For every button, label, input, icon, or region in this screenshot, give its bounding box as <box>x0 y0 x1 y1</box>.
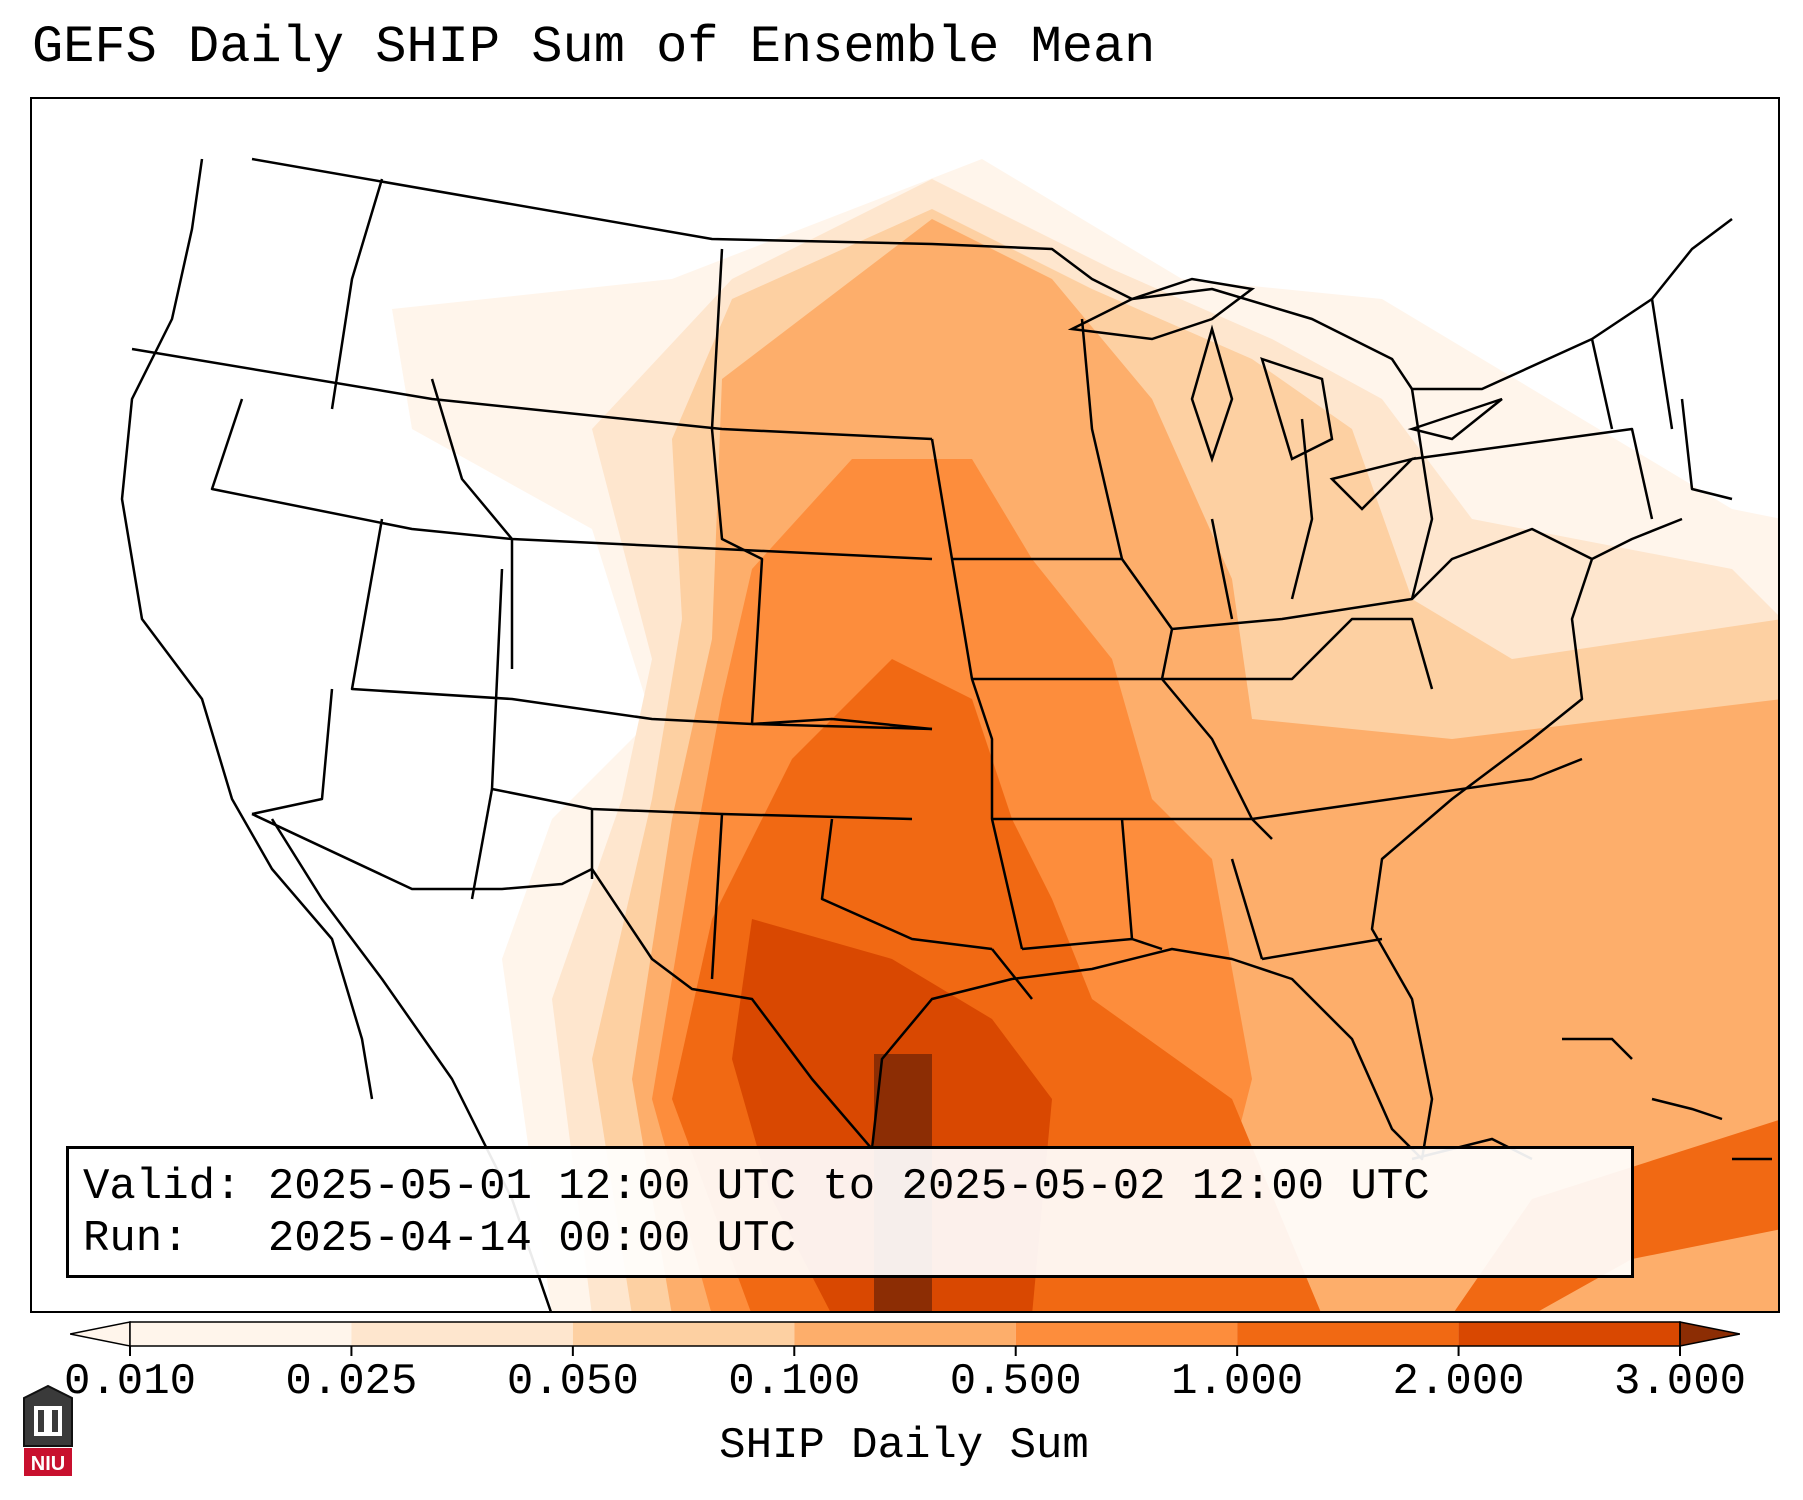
info-box: Valid: 2025-05-01 12:00 UTC to 2025-05-0… <box>66 1146 1634 1278</box>
run-time-line: Run: 2025-04-14 00:00 UTC <box>83 1217 796 1261</box>
state-borders <box>120 157 1733 1311</box>
ship-shading <box>392 159 1778 1311</box>
colorbar-extend-high <box>1679 1321 1740 1347</box>
logo-text: NIU <box>31 1453 65 1475</box>
colorbar-tick-label: 2.000 <box>1392 1357 1525 1407</box>
colorbar-segment <box>130 1322 352 1346</box>
colorbar-segment <box>1015 1322 1238 1346</box>
colorbar-segment <box>794 1322 1016 1346</box>
colorbar-tick-label: 1.000 <box>1171 1357 1304 1407</box>
colorbar-segment <box>572 1322 795 1346</box>
valid-time-line: Valid: 2025-05-01 12:00 UTC to 2025-05-0… <box>83 1165 1430 1209</box>
colorbar-tick-label: 0.025 <box>285 1357 418 1407</box>
colorbar-tick-label: 0.010 <box>63 1357 197 1407</box>
colorbar-segment <box>1458 1322 1680 1346</box>
colorbar-label: SHIP Daily Sum <box>719 1421 1089 1471</box>
niu-university-logo-icon: NIU <box>23 1384 73 1476</box>
colorbar-outline <box>129 1321 1681 1347</box>
colorbar-segment <box>351 1322 573 1346</box>
valid-label: Valid: <box>83 1162 242 1212</box>
valid-value: 2025-05-01 12:00 UTC to 2025-05-02 12:00… <box>267 1162 1430 1212</box>
colorbar <box>70 1321 1740 1356</box>
colorbar-tick-label: 0.050 <box>506 1357 639 1407</box>
run-label: Run: <box>83 1214 189 1264</box>
run-value: 2025-04-14 00:00 UTC <box>267 1214 796 1264</box>
colorbar-tick-label: 0.100 <box>728 1357 861 1407</box>
map-panel <box>30 97 1780 1313</box>
colorbar-extend-low <box>70 1321 131 1347</box>
colorbar-tick-label: 0.500 <box>949 1357 1082 1407</box>
colorbar-tick-label: 3.000 <box>1613 1357 1747 1407</box>
ship-map <box>120 157 1778 1311</box>
map-title: GEFS Daily SHIP Sum of Ensemble Mean <box>32 18 1156 77</box>
colorbar-segment <box>1237 1322 1459 1346</box>
great-lakes <box>1067 277 1503 511</box>
